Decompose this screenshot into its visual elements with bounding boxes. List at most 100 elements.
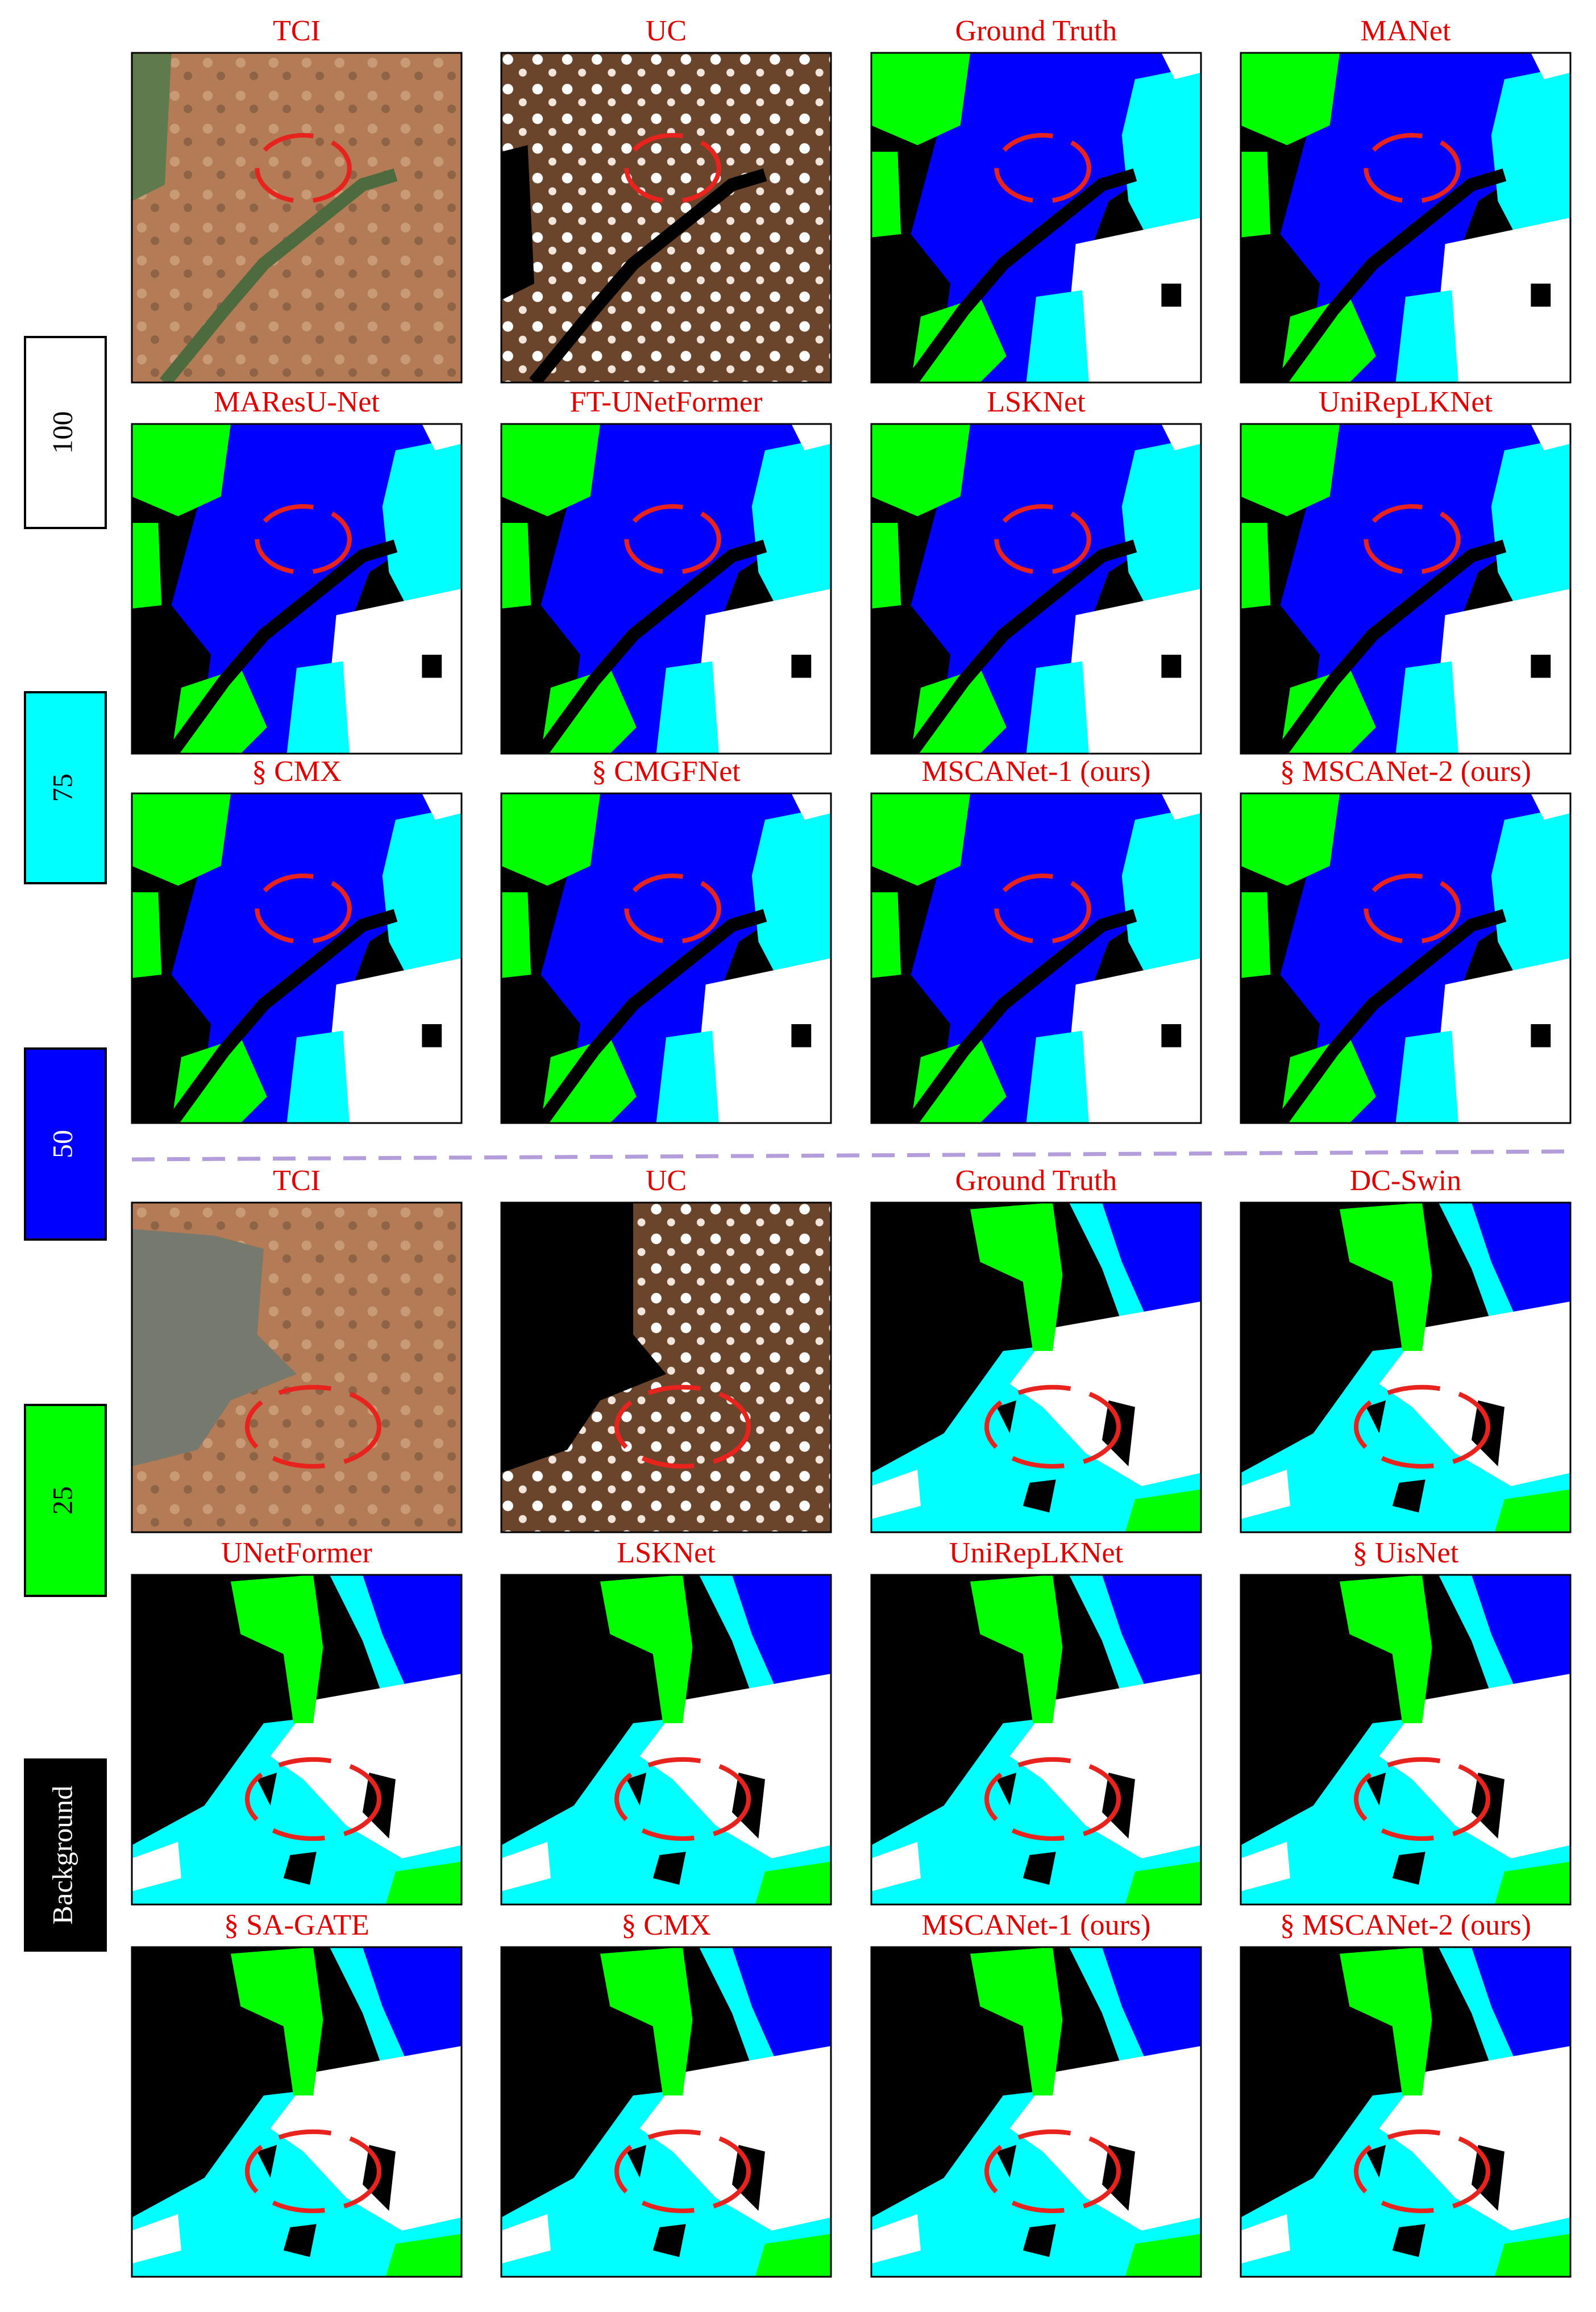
highlight — [614, 1757, 751, 1841]
region — [363, 1575, 462, 1694]
legend-swatch — [24, 691, 107, 884]
region — [1531, 793, 1570, 820]
river — [1275, 539, 1507, 754]
panel-border — [131, 423, 463, 755]
panel-image — [871, 53, 1201, 382]
highlight — [244, 1384, 382, 1469]
region — [363, 1947, 462, 2066]
legend-label: 75 — [46, 774, 78, 802]
region — [1531, 424, 1570, 451]
blob — [1531, 1024, 1551, 1047]
region — [639, 2046, 831, 2231]
highlight — [624, 504, 721, 575]
region — [231, 1947, 323, 2095]
region — [600, 1947, 693, 2095]
region — [1392, 1852, 1425, 1885]
region — [1026, 1030, 1089, 1123]
region — [911, 1037, 1007, 1123]
region — [1009, 1301, 1201, 1486]
region — [323, 589, 462, 754]
region — [257, 2145, 277, 2178]
panel-title: UNetFormer — [221, 1537, 372, 1569]
panel-border — [131, 792, 463, 1124]
blob — [1531, 284, 1551, 307]
panel-border — [870, 1946, 1202, 2278]
river — [535, 539, 767, 754]
region — [1340, 1947, 1432, 2095]
panel-title: § CMX — [252, 755, 341, 788]
region — [1340, 1575, 1432, 1723]
blob — [1531, 655, 1551, 678]
region — [1366, 1773, 1386, 1806]
region — [751, 437, 831, 635]
panel-image — [501, 53, 831, 382]
region — [656, 661, 719, 754]
region — [970, 1947, 1063, 2095]
region — [283, 1852, 317, 1885]
region — [1472, 1575, 1570, 1694]
region — [422, 424, 462, 451]
panel-border — [500, 52, 832, 384]
panel-title: DC-Swin — [1350, 1165, 1461, 1197]
group-divider — [131, 1149, 1571, 1162]
highlight — [244, 1757, 382, 1841]
region — [639, 1674, 831, 1858]
region — [1379, 1301, 1570, 1486]
region — [1395, 290, 1458, 382]
region — [911, 668, 1007, 754]
region — [1241, 53, 1340, 145]
region — [132, 523, 162, 609]
panel-title: § CMGFNet — [592, 755, 741, 788]
highlight — [984, 1757, 1121, 1841]
region — [1340, 1203, 1432, 1351]
legend-swatch — [24, 336, 107, 529]
panel-title: § UisNet — [1353, 1537, 1459, 1569]
panel-image — [501, 1203, 831, 1532]
highlight — [984, 1384, 1121, 1469]
panel-title: MSCANet-1 (ours) — [922, 1909, 1151, 1941]
region — [501, 2214, 551, 2264]
panel-image — [871, 793, 1201, 1123]
region — [652, 2224, 686, 2257]
region — [323, 958, 462, 1123]
region — [1366, 2145, 1386, 2178]
region — [1241, 1841, 1290, 1891]
region — [501, 793, 600, 886]
panel-title: Ground Truth — [955, 15, 1117, 47]
region — [1472, 1947, 1570, 2066]
highlight — [1364, 132, 1461, 204]
region — [132, 424, 231, 517]
blob — [791, 1024, 812, 1047]
region — [1023, 2224, 1056, 2257]
region — [1102, 1203, 1201, 1321]
region — [996, 2145, 1017, 2178]
panel-image — [1241, 424, 1570, 754]
region — [871, 1841, 921, 1891]
highlight — [614, 2129, 751, 2214]
region — [1379, 1674, 1570, 1858]
panel-image — [1241, 53, 1570, 382]
region — [132, 1229, 297, 1466]
region — [1102, 1947, 1201, 2066]
highlight — [255, 504, 352, 575]
panel-image — [1241, 1575, 1570, 1905]
panel-border — [1240, 52, 1572, 384]
region — [871, 892, 901, 978]
highlight — [624, 132, 721, 204]
panel-border — [131, 1946, 463, 2278]
river — [1275, 168, 1507, 382]
highlight — [1364, 504, 1461, 575]
region — [1432, 589, 1570, 754]
blob — [1161, 655, 1182, 678]
panel-image — [871, 1947, 1201, 2277]
region — [1472, 1203, 1570, 1321]
region — [1280, 668, 1376, 754]
panel-border — [131, 1201, 463, 1533]
region — [286, 1030, 350, 1123]
region — [382, 437, 462, 635]
region — [755, 2234, 831, 2277]
panel-image — [1241, 1203, 1570, 1532]
region — [1494, 2234, 1570, 2277]
region — [911, 297, 1007, 382]
